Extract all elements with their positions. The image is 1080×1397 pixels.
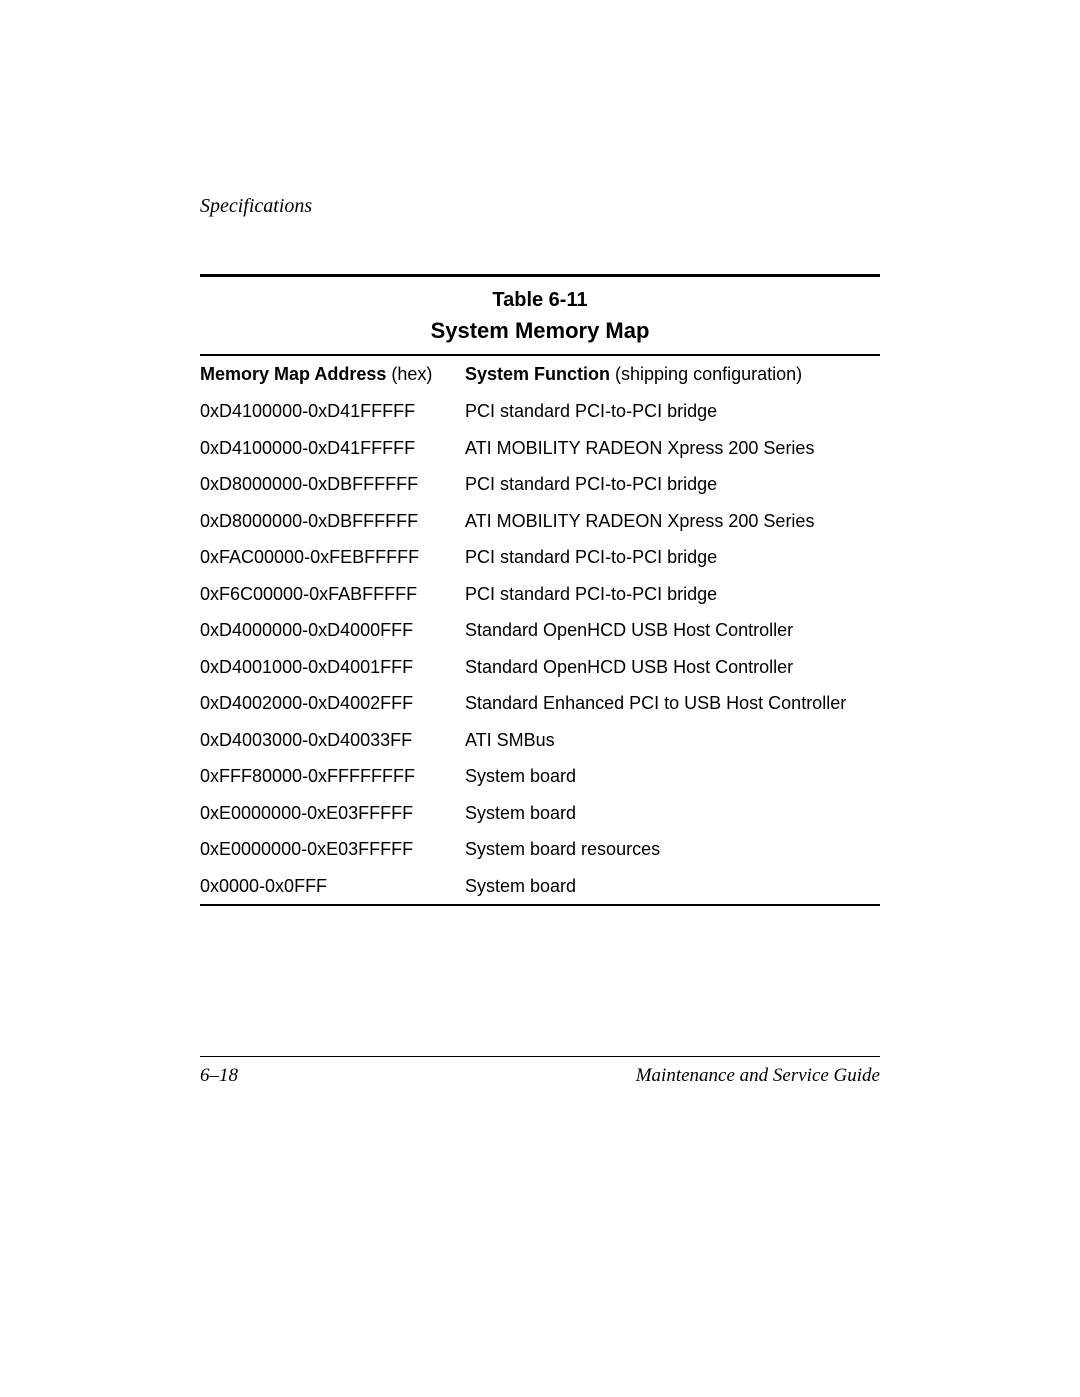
page-footer: 6–18 Maintenance and Service Guide <box>200 1056 880 1087</box>
cell-function: ATI MOBILITY RADEON Xpress 200 Series <box>465 503 880 540</box>
col-header-function-bold: System Function <box>465 364 610 384</box>
col-header-address-paren: (hex) <box>386 364 432 384</box>
table-bottom-rule <box>200 904 880 906</box>
cell-address: 0xD4001000-0xD4001FFF <box>200 649 465 686</box>
memory-map-table: Memory Map Address (hex) System Function… <box>200 356 880 904</box>
col-header-address-bold: Memory Map Address <box>200 364 386 384</box>
cell-function: ATI SMBus <box>465 722 880 759</box>
cell-address: 0x0000-0x0FFF <box>200 868 465 905</box>
table-row: 0xD4000000-0xD4000FFFStandard OpenHCD US… <box>200 612 880 649</box>
table-caption: Table 6-11 <box>200 289 880 312</box>
table-body: 0xD4100000-0xD41FFFFFPCI standard PCI-to… <box>200 393 880 904</box>
cell-function: System board <box>465 758 880 795</box>
col-header-address: Memory Map Address (hex) <box>200 356 465 393</box>
page-number: 6–18 <box>200 1065 238 1087</box>
cell-function: System board <box>465 868 880 905</box>
cell-function: ATI MOBILITY RADEON Xpress 200 Series <box>465 430 880 467</box>
cell-address: 0xD8000000-0xDBFFFFFF <box>200 503 465 540</box>
cell-address: 0xD4100000-0xD41FFFFF <box>200 393 465 430</box>
table-row: 0xD4003000-0xD40033FFATI SMBus <box>200 722 880 759</box>
table-row: 0xD4001000-0xD4001FFFStandard OpenHCD US… <box>200 649 880 686</box>
cell-address: 0xFAC00000-0xFEBFFFFF <box>200 539 465 576</box>
section-header: Specifications <box>200 195 880 218</box>
cell-address: 0xFFF80000-0xFFFFFFFF <box>200 758 465 795</box>
cell-address: 0xD8000000-0xDBFFFFFF <box>200 466 465 503</box>
cell-function: System board <box>465 795 880 832</box>
table-top-rule <box>200 274 880 277</box>
col-header-function: System Function (shipping configuration) <box>465 356 880 393</box>
table-row: 0xD4100000-0xD41FFFFFATI MOBILITY RADEON… <box>200 430 880 467</box>
table-row: 0x0000-0x0FFFSystem board <box>200 868 880 905</box>
col-header-function-paren: (shipping configuration) <box>610 364 802 384</box>
footer-row: 6–18 Maintenance and Service Guide <box>200 1065 880 1087</box>
table-header-row: Memory Map Address (hex) System Function… <box>200 356 880 393</box>
cell-function: PCI standard PCI-to-PCI bridge <box>465 576 880 613</box>
table-row: 0xD8000000-0xDBFFFFFFPCI standard PCI-to… <box>200 466 880 503</box>
cell-address: 0xF6C00000-0xFABFFFFF <box>200 576 465 613</box>
table-row: 0xF6C00000-0xFABFFFFFPCI standard PCI-to… <box>200 576 880 613</box>
table-row: 0xD4100000-0xD41FFFFFPCI standard PCI-to… <box>200 393 880 430</box>
document-page: Specifications Table 6-11 System Memory … <box>0 0 1080 1397</box>
cell-function: Standard OpenHCD USB Host Controller <box>465 649 880 686</box>
cell-address: 0xD4000000-0xD4000FFF <box>200 612 465 649</box>
doc-title: Maintenance and Service Guide <box>636 1065 880 1087</box>
table-row: 0xD4002000-0xD4002FFFStandard Enhanced P… <box>200 685 880 722</box>
cell-address: 0xE0000000-0xE03FFFFF <box>200 831 465 868</box>
cell-function: System board resources <box>465 831 880 868</box>
cell-function: PCI standard PCI-to-PCI bridge <box>465 539 880 576</box>
table-title: System Memory Map <box>200 318 880 344</box>
table-row: 0xD8000000-0xDBFFFFFFATI MOBILITY RADEON… <box>200 503 880 540</box>
footer-rule <box>200 1056 880 1057</box>
cell-function: Standard Enhanced PCI to USB Host Contro… <box>465 685 880 722</box>
cell-function: Standard OpenHCD USB Host Controller <box>465 612 880 649</box>
cell-function: PCI standard PCI-to-PCI bridge <box>465 393 880 430</box>
table-row: 0xE0000000-0xE03FFFFFSystem board resour… <box>200 831 880 868</box>
cell-function: PCI standard PCI-to-PCI bridge <box>465 466 880 503</box>
table-row: 0xFFF80000-0xFFFFFFFFSystem board <box>200 758 880 795</box>
table-row: 0xE0000000-0xE03FFFFFSystem board <box>200 795 880 832</box>
cell-address: 0xE0000000-0xE03FFFFF <box>200 795 465 832</box>
cell-address: 0xD4003000-0xD40033FF <box>200 722 465 759</box>
cell-address: 0xD4100000-0xD41FFFFF <box>200 430 465 467</box>
cell-address: 0xD4002000-0xD4002FFF <box>200 685 465 722</box>
table-row: 0xFAC00000-0xFEBFFFFFPCI standard PCI-to… <box>200 539 880 576</box>
